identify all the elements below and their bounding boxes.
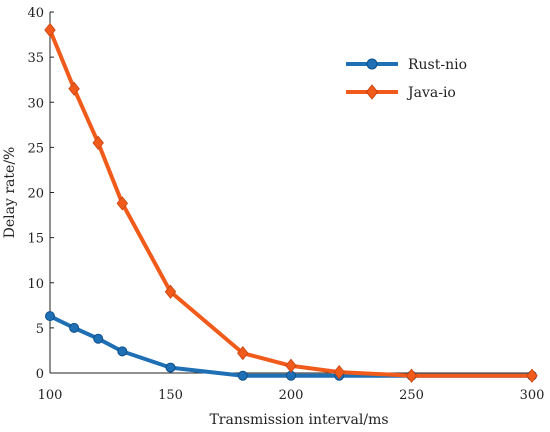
data-point-java-io [164,284,177,299]
series-java-io [44,22,538,383]
x-ticks: 100 150 200 250 300 [38,369,545,403]
legend-label-rust-nio: Rust-nio [408,57,467,73]
data-point-rust-nio [69,322,80,333]
y-tick-label: 30 [27,96,44,111]
data-point-rust-nio [117,346,128,357]
x-tick-label: 300 [520,388,545,403]
legend-marker-java-io [365,84,379,100]
y-tick-label: 25 [27,141,44,156]
y-tick-label: 20 [27,187,44,202]
y-ticks: 0 5 10 15 20 25 30 35 40 [27,6,54,382]
legend-item-java-io: Java-io [346,84,456,101]
x-tick-label: 250 [399,388,424,403]
data-point-rust-nio [165,362,176,373]
series-line-java-io [48,29,532,378]
data-point-java-io [526,368,538,383]
data-point-java-io [405,368,418,383]
data-point-rust-nio [93,333,104,344]
x-axis-title: Transmission interval/ms [209,412,388,428]
data-point-java-io [92,135,104,151]
data-point-java-io [44,22,56,38]
y-tick-label: 15 [27,232,44,247]
y-tick-label: 5 [36,322,44,337]
y-tick-label: 10 [27,277,44,292]
y-tick-label: 40 [27,6,44,21]
x-tick-label: 100 [38,388,63,403]
data-point-rust-nio [237,370,248,381]
legend-label-java-io: Java-io [406,85,456,101]
x-tick-label: 200 [279,388,304,403]
data-point-java-io [116,196,129,211]
x-tick-label: 150 [158,388,183,403]
data-point-java-io [68,81,80,96]
data-point-java-io [333,364,345,380]
y-tick-label: 0 [36,367,44,382]
y-tick-label: 35 [27,51,44,66]
data-point-rust-nio [45,311,55,322]
plot-series [44,22,538,383]
legend-item-rust-nio: Rust-nio [346,57,467,73]
legend-marker-rust-nio [366,58,378,70]
y-axis-title: Delay rate/% [2,147,18,239]
data-point-java-io [237,346,249,361]
data-point-java-io [285,358,297,373]
legend: Rust-nio Java-io [346,57,467,101]
